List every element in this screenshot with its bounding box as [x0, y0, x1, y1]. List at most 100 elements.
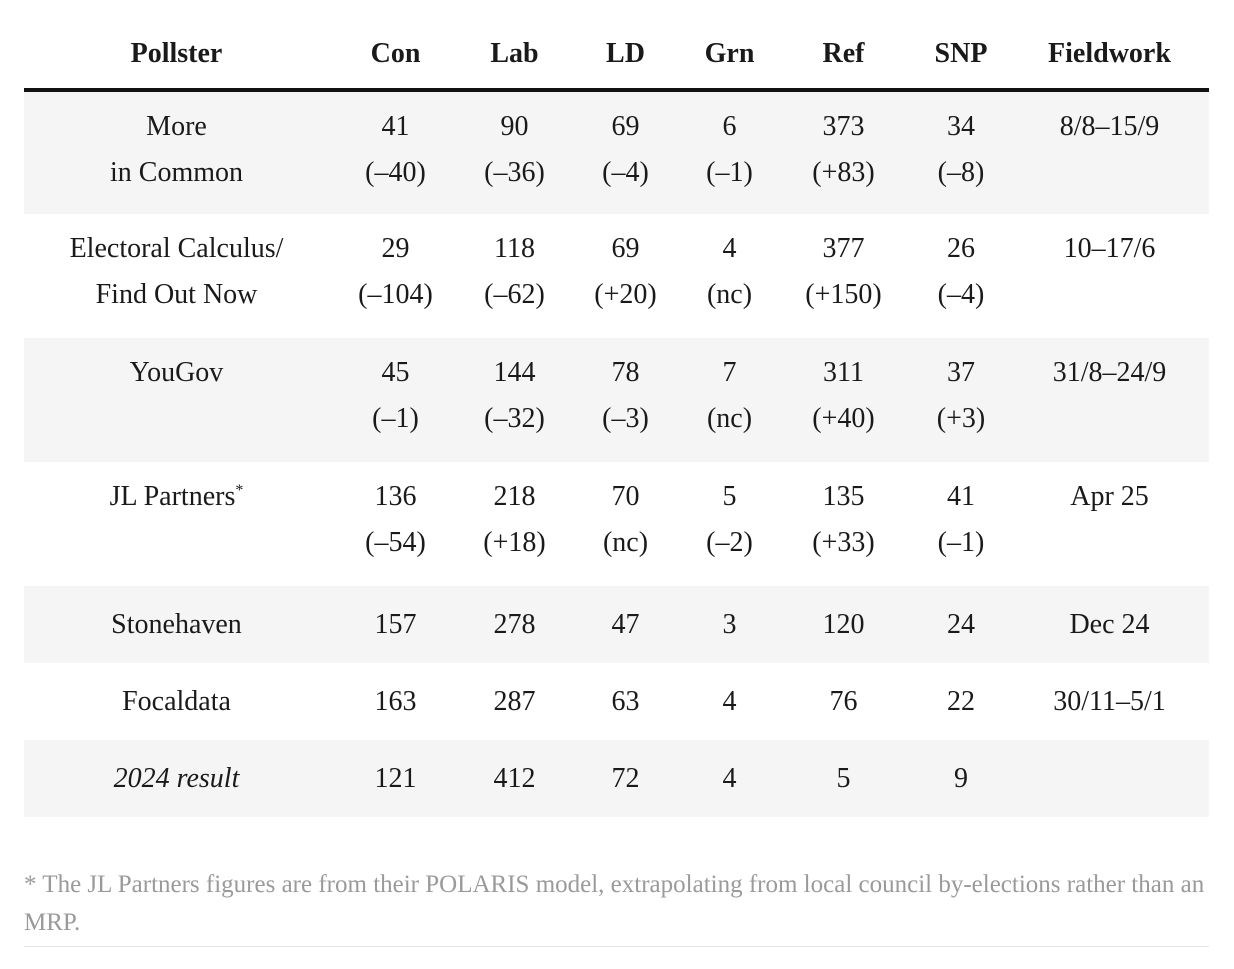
- ld-cell: 69 (–4): [567, 90, 684, 214]
- seat-value: 311: [823, 357, 864, 388]
- table-row: JL Partners* 136 (–54) 218 (+18) 70 (nc) 5 (…: [24, 462, 1209, 586]
- table-row: Focaldata 163 287 63 4 76 22 30/11–5/1: [24, 663, 1209, 740]
- ref-cell: 377 (+150): [775, 214, 912, 338]
- table-row: Electoral Calculus/ Find Out Now 29 (–104…: [24, 214, 1209, 338]
- footnote: * The JL Partners figures are from their…: [24, 866, 1209, 947]
- snp-cell: 9: [912, 740, 1010, 817]
- seat-value: 118: [494, 233, 535, 264]
- seat-change: (–4): [937, 279, 985, 310]
- seat-value: 5: [722, 481, 737, 512]
- seat-value: 377: [822, 233, 865, 264]
- seat-change: (–1): [372, 403, 419, 434]
- table-row: Stonehaven 157 278 47 3 120 24 Dec 24: [24, 586, 1209, 663]
- pollster-name-cont: Find Out Now: [95, 279, 258, 310]
- header-pollster: Pollster: [24, 18, 329, 92]
- seat-change: (–3): [602, 403, 649, 434]
- seat-value: 373: [822, 111, 865, 142]
- header-fieldwork: Fieldwork: [1010, 18, 1209, 92]
- seat-change: (–54): [365, 527, 426, 558]
- lab-cell: 412: [462, 740, 567, 817]
- table-row: More in Common 41 (–40) 90 (–36) 69 (–4) 6 (…: [24, 90, 1209, 214]
- seat-value: 7: [722, 357, 737, 388]
- lab-cell: 90 (–36): [462, 90, 567, 214]
- seat-value: 45: [381, 357, 410, 388]
- footnote-marker: *: [235, 482, 244, 499]
- con-cell: 163: [374, 685, 417, 717]
- lab-cell: 278: [462, 586, 567, 663]
- seat-change: (–1): [937, 527, 985, 558]
- fieldwork-cell: 30/11–5/1: [1053, 685, 1166, 717]
- snp-cell: 26 (–4): [912, 214, 1010, 338]
- seat-value: 37: [947, 357, 975, 388]
- grn-cell: 4 (nc): [684, 214, 775, 338]
- con-cell: 136 (–54): [329, 462, 462, 586]
- snp-cell: 41 (–1): [912, 462, 1010, 586]
- header-row: Pollster Con Lab LD Grn Ref SNP Fieldwor…: [24, 18, 1209, 92]
- seat-value: 70: [611, 481, 640, 512]
- pollster-cell: JL Partners*: [24, 462, 329, 586]
- lab-cell: 287: [493, 685, 536, 717]
- seat-change: (+3): [936, 403, 986, 434]
- seat-change: (+150): [805, 279, 882, 310]
- header-snp: SNP: [912, 18, 1010, 92]
- seat-change: (–8): [937, 157, 985, 188]
- header-ref: Ref: [775, 18, 912, 92]
- grn-cell: 6 (–1): [684, 90, 775, 214]
- pollster-cell: More in Common: [24, 90, 329, 214]
- seat-value: 69: [611, 233, 640, 264]
- seat-value: 6: [722, 111, 737, 142]
- pollster-name: Electoral Calculus/: [69, 233, 284, 264]
- pollster-cell: Electoral Calculus/ Find Out Now: [24, 214, 329, 338]
- grn-cell: 4: [684, 740, 775, 817]
- grn-cell: 4: [722, 685, 737, 717]
- ref-cell: 373 (+83): [775, 90, 912, 214]
- table-row: 2024 result 121 412 72 4 5 9: [24, 740, 1209, 817]
- grn-cell: 3: [684, 586, 775, 663]
- seat-value: 29: [381, 233, 410, 264]
- ld-cell: 72: [567, 740, 684, 817]
- fieldwork-cell: [1010, 740, 1209, 817]
- ref-cell: 120: [775, 586, 912, 663]
- pollster-cell: 2024 result: [24, 740, 329, 817]
- con-cell: 121: [329, 740, 462, 817]
- ref-cell: 135 (+33): [775, 462, 912, 586]
- pollster-name: More: [146, 111, 207, 142]
- lab-cell: 118 (–62): [462, 214, 567, 338]
- grn-cell: 5 (–2): [684, 462, 775, 586]
- seat-change: (–104): [358, 279, 433, 310]
- pollster-name: JL Partners*: [109, 481, 244, 512]
- con-cell: 29 (–104): [329, 214, 462, 338]
- ld-cell: 70 (nc): [567, 462, 684, 586]
- fieldwork-cell: Dec 24: [1010, 586, 1209, 663]
- lab-cell: 218 (+18): [462, 462, 567, 586]
- seat-value: 78: [611, 357, 640, 388]
- ref-cell: 76: [829, 685, 858, 717]
- seat-change: (+20): [594, 279, 657, 310]
- seat-value: 41: [381, 111, 410, 142]
- seat-change: (–2): [706, 527, 753, 558]
- fieldwork-cell: 10–17/6: [1063, 233, 1156, 264]
- lab-cell: 144 (–32): [462, 338, 567, 462]
- pollster-name: YouGov: [129, 357, 224, 388]
- seat-value: 69: [611, 111, 640, 142]
- seat-change: (nc): [602, 527, 649, 558]
- seat-value: 4: [722, 233, 737, 264]
- ref-cell: 5: [775, 740, 912, 817]
- con-cell: 45 (–1): [329, 338, 462, 462]
- grn-cell: 7 (nc): [684, 338, 775, 462]
- seat-change: (nc): [706, 403, 753, 434]
- seat-change: (–62): [484, 279, 545, 310]
- ld-cell: 69 (+20): [567, 214, 684, 338]
- snp-cell: 34 (–8): [912, 90, 1010, 214]
- seat-value: 90: [500, 111, 529, 142]
- header-grn: Grn: [684, 18, 775, 92]
- fieldwork-cell: 31/8–24/9: [1010, 338, 1209, 462]
- header-ld: LD: [567, 18, 684, 92]
- seat-change: (–32): [484, 403, 545, 434]
- ld-cell: 63: [611, 685, 640, 717]
- fieldwork-cell: 8/8–15/9: [1010, 90, 1209, 214]
- snp-cell: 22: [947, 685, 975, 717]
- seat-value: 34: [947, 111, 975, 142]
- snp-cell: 37 (+3): [912, 338, 1010, 462]
- seat-value: 136: [374, 481, 417, 512]
